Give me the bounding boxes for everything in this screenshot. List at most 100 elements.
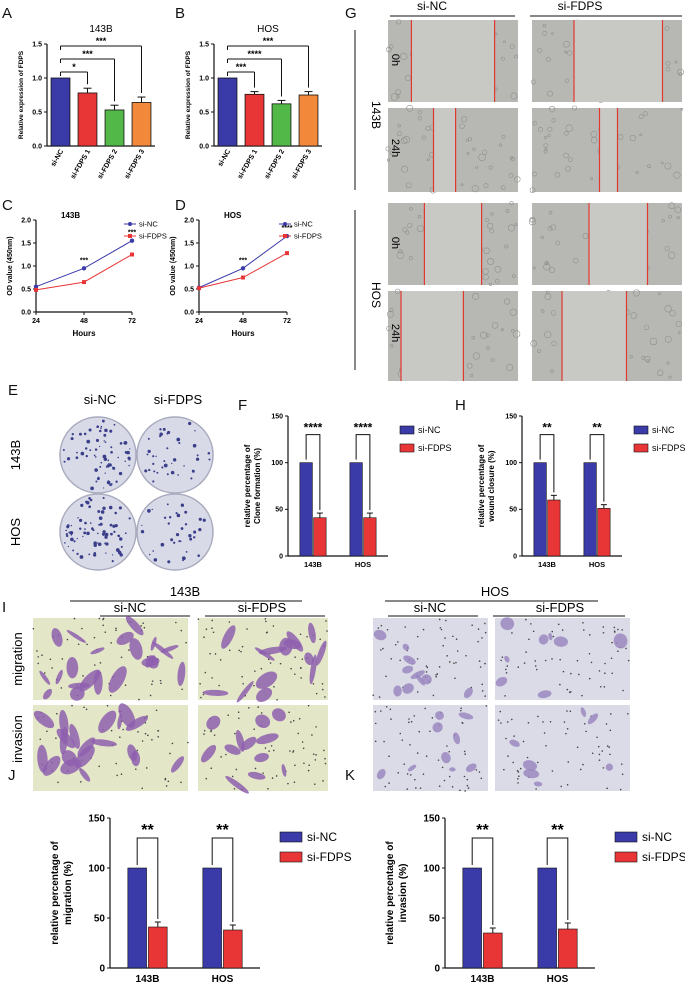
pore bbox=[451, 786, 454, 788]
cell-texture bbox=[482, 274, 489, 281]
wound-gap bbox=[599, 108, 618, 192]
pore bbox=[570, 672, 572, 675]
pore bbox=[602, 767, 605, 769]
pore bbox=[312, 683, 315, 685]
pore bbox=[501, 656, 504, 658]
colony bbox=[109, 483, 112, 487]
y-tick-label: 1.0 bbox=[21, 264, 31, 271]
pore bbox=[235, 768, 238, 771]
stained-cell bbox=[393, 685, 402, 697]
pore bbox=[276, 698, 278, 701]
pore bbox=[57, 781, 59, 784]
pore bbox=[246, 628, 248, 630]
x-tick-label: si-FDPS 1 bbox=[70, 148, 92, 180]
colony bbox=[141, 524, 143, 527]
pore bbox=[448, 750, 451, 753]
pore bbox=[582, 621, 584, 624]
cell-texture bbox=[395, 19, 402, 25]
legend-swatch bbox=[399, 425, 415, 435]
stained-cell bbox=[613, 633, 628, 649]
cell-texture bbox=[547, 226, 553, 231]
sig-label: *** bbox=[80, 257, 88, 264]
legend-label: si-NC bbox=[418, 425, 441, 435]
pore bbox=[562, 670, 565, 673]
colony bbox=[88, 428, 92, 432]
colony bbox=[79, 527, 82, 530]
pore bbox=[523, 662, 526, 664]
cell-texture bbox=[664, 245, 670, 252]
pore bbox=[503, 768, 505, 771]
stained-cell bbox=[403, 655, 416, 665]
pore bbox=[456, 650, 459, 652]
pore bbox=[613, 626, 616, 629]
sig-bracket bbox=[211, 837, 234, 922]
pore bbox=[294, 656, 296, 658]
cell-texture bbox=[537, 349, 541, 353]
x-tick-label: si-FDPS 3 bbox=[124, 148, 146, 180]
cell-texture bbox=[528, 217, 537, 226]
colony bbox=[83, 531, 87, 535]
pore bbox=[551, 658, 553, 660]
stained-cell bbox=[236, 681, 254, 703]
colony bbox=[103, 487, 105, 489]
pore bbox=[292, 719, 295, 722]
cell-texture bbox=[564, 131, 569, 136]
chart-b: HOS 0.0 0.5 1.0 1.5 Relative expression of FD… bbox=[185, 24, 322, 180]
pore bbox=[597, 745, 600, 748]
x-tick-label: 143B bbox=[538, 560, 557, 569]
y-axis-label: migration (%) bbox=[63, 861, 74, 925]
pore bbox=[606, 745, 609, 747]
colony bbox=[94, 468, 98, 472]
colony bbox=[72, 549, 75, 552]
pore bbox=[497, 719, 500, 721]
pore bbox=[374, 722, 377, 725]
y-tick-label: 0 bbox=[513, 553, 517, 560]
colony bbox=[117, 534, 121, 538]
chart-a: 143B 0.0 0.5 1.0 1.5 Relative expression of F… bbox=[18, 24, 155, 180]
colony bbox=[107, 480, 110, 483]
bar bbox=[131, 102, 152, 147]
y-axis-label: OD value (450nm) bbox=[7, 236, 14, 295]
pore bbox=[265, 631, 268, 634]
colony bbox=[85, 500, 88, 504]
cell-texture bbox=[543, 263, 551, 271]
cell-texture bbox=[506, 364, 514, 372]
stained-cell bbox=[42, 755, 61, 776]
colony bbox=[193, 530, 197, 534]
i-group-hos: HOS bbox=[481, 584, 510, 599]
bar bbox=[583, 462, 597, 557]
pore bbox=[519, 767, 522, 770]
colony bbox=[83, 432, 87, 436]
pore bbox=[268, 750, 270, 752]
legend-marker bbox=[283, 222, 287, 226]
pore bbox=[399, 659, 401, 662]
wound-gap bbox=[424, 203, 482, 285]
sig-bracket bbox=[136, 837, 159, 919]
pore bbox=[384, 785, 387, 788]
pore bbox=[399, 732, 402, 735]
cell-texture bbox=[512, 330, 521, 338]
colony bbox=[88, 505, 92, 509]
pore bbox=[380, 710, 382, 712]
cell-texture bbox=[501, 135, 506, 139]
pore bbox=[609, 729, 612, 732]
pore bbox=[238, 649, 241, 652]
cell-texture bbox=[390, 93, 399, 101]
pore bbox=[436, 673, 439, 675]
cell-texture bbox=[500, 328, 504, 332]
pore bbox=[506, 665, 509, 667]
pore bbox=[289, 750, 291, 752]
pore bbox=[535, 668, 538, 671]
colony bbox=[183, 465, 185, 467]
colony bbox=[190, 477, 193, 480]
e-col-si-fdps: si-FDPS bbox=[154, 392, 203, 407]
stained-cell bbox=[37, 744, 48, 773]
cell-texture bbox=[510, 92, 518, 100]
colony bbox=[175, 532, 180, 537]
colony bbox=[170, 470, 175, 475]
pore bbox=[220, 756, 222, 758]
stained-cell bbox=[129, 638, 143, 660]
cell-texture bbox=[461, 116, 468, 123]
colony bbox=[96, 425, 100, 429]
cell-texture bbox=[675, 320, 682, 328]
